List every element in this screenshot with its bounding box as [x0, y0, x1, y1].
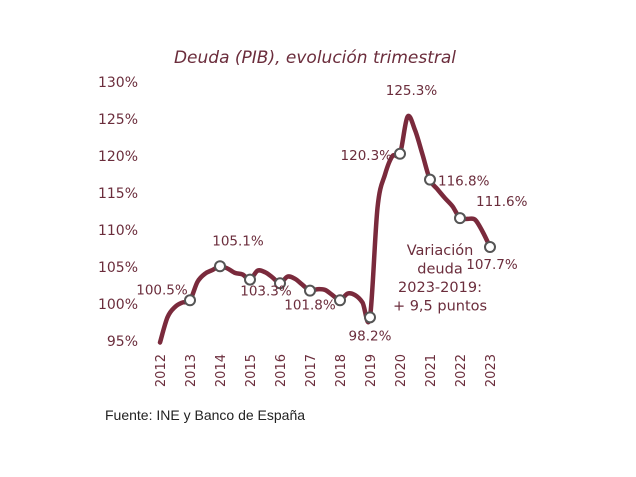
x-tick-label: 2022	[454, 354, 469, 387]
data-point-marker	[364, 311, 376, 324]
annotation-line: + 9,5 puntos	[393, 299, 487, 315]
data-label: 103.3%	[240, 284, 292, 300]
data-markers	[184, 147, 496, 324]
y-tick-label: 110%	[98, 223, 138, 239]
data-point-marker	[424, 173, 436, 186]
annotation-variation: Variación deuda 2023-2019: + 9,5 puntos	[393, 243, 487, 315]
peak-data-label: 125.3%	[386, 83, 438, 99]
x-tick-label: 2021	[424, 354, 439, 387]
data-point-marker	[214, 260, 226, 273]
annotation-line: 2023-2019:	[398, 280, 482, 296]
data-label: 116.8%	[438, 174, 490, 190]
data-point-marker	[394, 147, 406, 160]
x-tick-label: 2016	[274, 354, 289, 387]
y-axis-ticks: 95% 100% 105% 110% 115% 120% 125% 130%	[98, 75, 138, 350]
data-label: 100.5%	[136, 282, 188, 298]
y-tick-label: 120%	[98, 149, 138, 165]
x-axis-ticks: 2012 2013 2014 2015 2016 2017 2018 2019 2020 2021…	[154, 354, 499, 387]
y-tick-label: 130%	[98, 75, 138, 91]
x-tick-label: 2013	[184, 354, 199, 387]
annotation-line: deuda	[417, 262, 462, 278]
x-tick-label: 2015	[244, 354, 259, 387]
data-label: 105.1%	[212, 233, 264, 249]
data-point-marker	[304, 284, 316, 297]
data-label: 107.7%	[466, 257, 518, 273]
y-tick-label: 125%	[98, 112, 138, 128]
annotation-line: Variación	[407, 243, 474, 259]
x-tick-label: 2012	[154, 354, 169, 387]
data-label: 101.8%	[284, 298, 336, 314]
y-tick-label: 95%	[107, 334, 138, 350]
x-tick-label: 2018	[334, 354, 349, 387]
data-point-marker	[454, 212, 466, 225]
x-tick-label: 2019	[364, 354, 379, 387]
data-point-marker	[184, 294, 196, 307]
data-point-marker	[244, 273, 256, 286]
data-label: 120.3%	[341, 148, 393, 164]
data-label: 111.6%	[476, 194, 528, 210]
data-label: 98.2%	[349, 328, 392, 344]
x-tick-label: 2017	[304, 354, 319, 387]
chart-title: Deuda (PIB), evolución trimestral	[174, 48, 456, 68]
data-point-marker	[334, 294, 346, 307]
y-tick-label: 100%	[98, 297, 138, 313]
x-tick-label: 2023	[484, 354, 499, 387]
x-tick-label: 2020	[394, 354, 409, 387]
y-tick-label: 115%	[98, 186, 138, 202]
data-point-marker	[484, 241, 496, 254]
data-labels: 100.5% 105.1% 103.3%101.8% 98.2% 120.3% 116.8…	[136, 83, 527, 345]
data-point-marker	[274, 277, 286, 290]
y-tick-label: 105%	[98, 260, 138, 276]
source-note: Fuente: INE y Banco de España	[105, 407, 306, 423]
x-tick-label: 2014	[214, 354, 229, 387]
